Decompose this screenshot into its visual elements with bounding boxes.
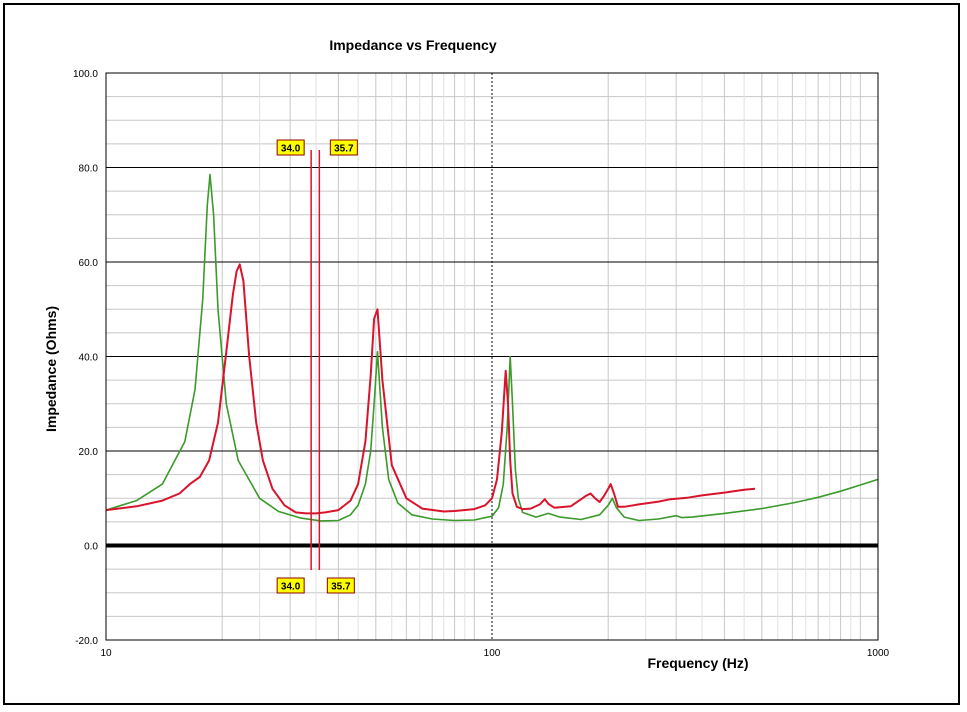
marker-label-box: [326, 577, 355, 594]
marker-label-box: [276, 577, 305, 594]
y-tick-labels: 100.0 80.0 60.0 40.0 20.0 0.0 -20.0: [73, 69, 98, 647]
y-tick-label: 80.0: [79, 164, 99, 175]
x-tick-label: 100: [484, 648, 501, 659]
marker-label-box: [276, 139, 305, 156]
chart-frame: [3, 3, 960, 705]
y-tick-label: 60.0: [79, 258, 99, 269]
x-tick-label: 10: [100, 648, 112, 659]
series-layer: [105, 173, 879, 522]
series-line-green: [105, 173, 879, 522]
marker-layer: 34.0 34.0 35.7 35.7: [276, 139, 358, 594]
marker-label: 35.7: [334, 144, 354, 155]
y-tick-label: 40.0: [79, 353, 99, 364]
y-tick-label: 20.0: [79, 447, 99, 458]
y-tick-label: 0.0: [84, 542, 98, 553]
marker-label: 34.0: [281, 144, 301, 155]
marker-label: 34.0: [281, 582, 301, 593]
x-tick-labels: 10 100 1000: [100, 648, 889, 659]
plot-border: [105, 72, 879, 641]
x-axis-label: Frequency (Hz): [647, 655, 748, 671]
y-tick-label: 100.0: [73, 69, 98, 80]
series-line-red: [105, 263, 756, 515]
x-tick-label: 1000: [867, 648, 890, 659]
marker-label: 35.7: [331, 582, 351, 593]
marker-label-box: [329, 139, 358, 156]
y-tick-label: -20.0: [75, 636, 98, 647]
y-axis-label: Impedance (Ohms): [43, 306, 59, 432]
chart-title: Impedance vs Frequency: [329, 37, 497, 53]
